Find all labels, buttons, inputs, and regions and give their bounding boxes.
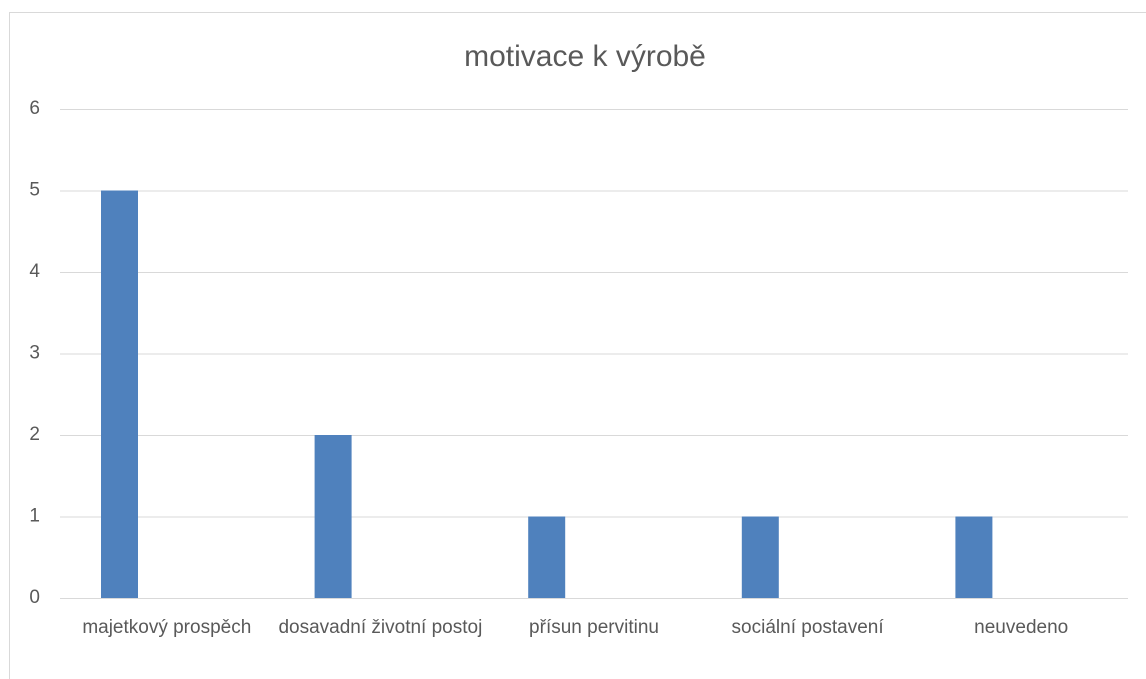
x-tick-label: přísun pervitinu — [529, 617, 659, 638]
y-tick-label: 6 — [29, 98, 40, 119]
y-tick-label: 1 — [29, 506, 40, 527]
bar — [741, 516, 779, 598]
y-tick-label: 3 — [29, 343, 40, 364]
bar — [955, 516, 993, 598]
x-tick-label: sociální postavení — [732, 617, 885, 638]
x-tick-label: majetkový prospěch — [82, 617, 251, 638]
y-tick-label: 4 — [29, 261, 40, 282]
bar — [314, 435, 352, 598]
y-tick-label: 0 — [29, 587, 40, 608]
bar — [101, 190, 138, 598]
y-tick-label: 2 — [29, 424, 40, 445]
x-tick-label: neuvedeno — [974, 617, 1068, 638]
chart-title: motivace k výrobě — [464, 40, 706, 73]
bar — [528, 516, 566, 598]
y-tick-label: 5 — [29, 180, 40, 201]
x-tick-label: dosavadní životní postoj — [278, 617, 482, 638]
